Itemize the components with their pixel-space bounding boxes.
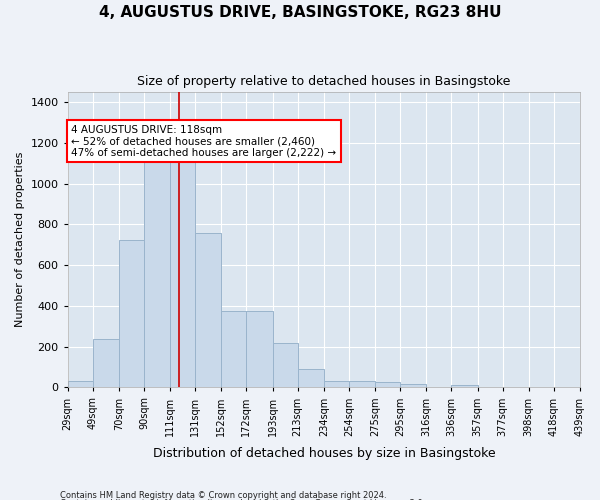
Text: 4, AUGUSTUS DRIVE, BASINGSTOKE, RG23 8HU: 4, AUGUSTUS DRIVE, BASINGSTOKE, RG23 8HU [99, 5, 501, 20]
Bar [324, 381, 349, 388]
Text: Contains HM Land Registry data © Crown copyright and database right 2024.: Contains HM Land Registry data © Crown c… [60, 490, 386, 500]
Bar [170, 159, 195, 388]
Bar [92, 340, 119, 388]
Bar [195, 232, 221, 388]
Text: 4 AUGUSTUS DRIVE: 118sqm
← 52% of detached houses are smaller (2,460)
47% of sem: 4 AUGUSTUS DRIVE: 118sqm ← 52% of detach… [71, 124, 337, 158]
Bar [68, 381, 92, 388]
Title: Size of property relative to detached houses in Basingstoke: Size of property relative to detached ho… [137, 75, 511, 88]
Bar [272, 342, 298, 388]
Bar [119, 240, 144, 388]
Text: Contains public sector information licensed under the Open Government Licence v3: Contains public sector information licen… [60, 499, 425, 500]
Bar [400, 384, 427, 388]
Y-axis label: Number of detached properties: Number of detached properties [15, 152, 25, 328]
X-axis label: Distribution of detached houses by size in Basingstoke: Distribution of detached houses by size … [152, 447, 495, 460]
Bar [247, 311, 272, 388]
Bar [451, 385, 478, 388]
Bar [349, 381, 375, 388]
Bar [144, 161, 170, 388]
Bar [375, 382, 400, 388]
Bar [298, 369, 324, 388]
Bar [221, 311, 247, 388]
